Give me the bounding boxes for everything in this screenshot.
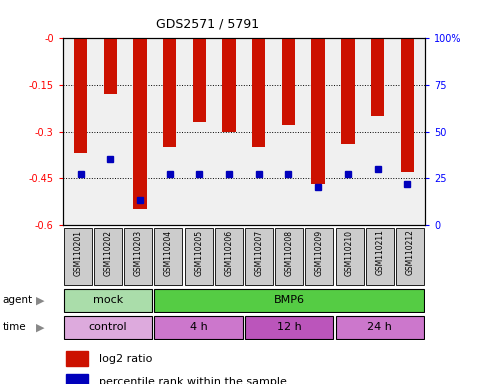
Text: GSM110206: GSM110206 [224,230,233,276]
FancyBboxPatch shape [336,316,424,339]
Text: 4 h: 4 h [190,322,208,333]
FancyBboxPatch shape [245,316,333,339]
FancyBboxPatch shape [94,228,122,285]
Bar [341,38,355,144]
Text: GSM110201: GSM110201 [73,230,83,276]
Text: GSM110208: GSM110208 [284,230,294,276]
FancyBboxPatch shape [245,228,273,285]
Bar [282,38,295,125]
Bar [67,374,88,384]
FancyBboxPatch shape [64,289,152,312]
FancyBboxPatch shape [275,228,303,285]
Text: GSM110211: GSM110211 [375,230,384,275]
Bar [67,351,88,366]
Text: GSM110212: GSM110212 [405,230,414,275]
Bar [163,38,176,147]
Text: log2 ratio: log2 ratio [99,354,153,364]
Text: GSM110203: GSM110203 [134,230,143,276]
Text: mock: mock [93,295,123,306]
FancyBboxPatch shape [215,228,243,285]
FancyBboxPatch shape [366,228,394,285]
FancyBboxPatch shape [305,228,333,285]
FancyBboxPatch shape [336,228,364,285]
FancyBboxPatch shape [64,316,152,339]
Text: ▶: ▶ [36,322,45,333]
Text: ▶: ▶ [36,295,45,306]
Bar [222,38,236,132]
Text: percentile rank within the sample: percentile rank within the sample [99,377,287,384]
FancyBboxPatch shape [64,228,92,285]
FancyBboxPatch shape [155,228,183,285]
Text: control: control [89,322,128,333]
Text: 12 h: 12 h [277,322,301,333]
Text: GSM110202: GSM110202 [103,230,113,276]
Text: GSM110207: GSM110207 [255,230,264,276]
Bar [252,38,266,147]
Bar [312,38,325,184]
Text: GSM110204: GSM110204 [164,230,173,276]
FancyBboxPatch shape [155,316,243,339]
Text: GDS2571 / 5791: GDS2571 / 5791 [156,17,259,30]
Bar [74,38,87,153]
Text: GSM110209: GSM110209 [315,230,324,276]
Text: time: time [2,322,26,333]
FancyBboxPatch shape [185,228,213,285]
Bar [133,38,147,209]
FancyBboxPatch shape [155,289,424,312]
FancyBboxPatch shape [396,228,424,285]
Text: GSM110210: GSM110210 [345,230,354,276]
Bar [193,38,206,122]
Bar [104,38,117,94]
Bar [371,38,384,116]
Text: BMP6: BMP6 [274,295,305,306]
Text: agent: agent [2,295,32,306]
FancyBboxPatch shape [124,228,152,285]
Text: GSM110205: GSM110205 [194,230,203,276]
Bar [400,38,414,172]
Text: 24 h: 24 h [367,322,392,333]
